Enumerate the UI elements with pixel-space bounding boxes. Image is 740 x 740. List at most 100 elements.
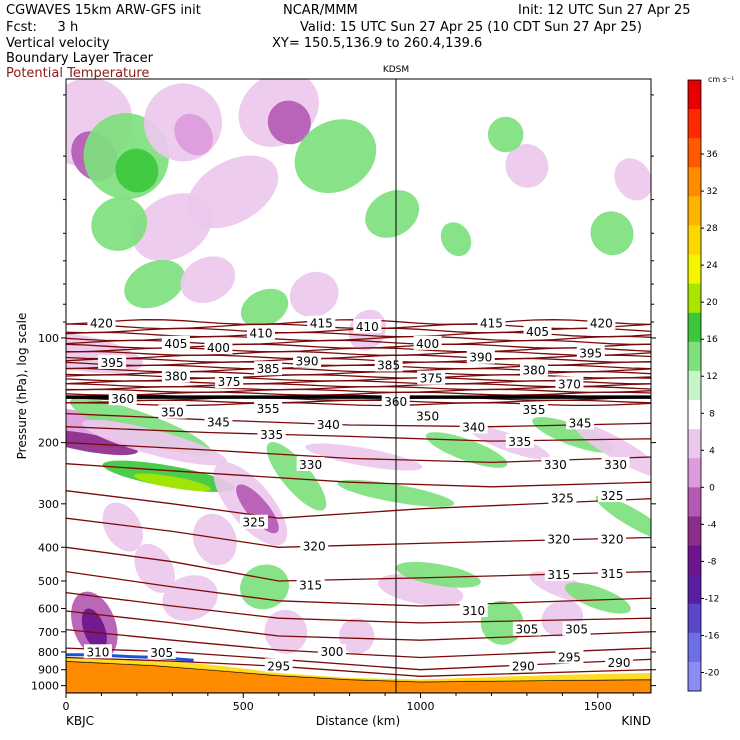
colorbar-swatch [688, 225, 701, 256]
theta-contour [66, 385, 651, 391]
w-contour-blob [236, 484, 279, 534]
colorbar-swatch [688, 661, 701, 692]
x-axis: 0 500 1000 1500 [63, 693, 634, 713]
colorbar: 36 32 28 24 20 16 12 8 4 0 -4 -8 -12 -16 -20 [687, 79, 720, 692]
theta-label-bg [257, 426, 286, 441]
theta-label-bg [98, 354, 127, 369]
w-contour-blob [487, 116, 524, 153]
theta-label: 350 [161, 406, 184, 420]
w-contour-blob [365, 190, 420, 238]
colorbar-label: 12 [706, 372, 717, 382]
theta-label: 390 [469, 351, 492, 365]
theta-label-bg [459, 419, 488, 434]
colorbar-swatch [688, 429, 701, 459]
header-org: NCAR/MMM [283, 3, 358, 18]
theta-label: 345 [207, 415, 230, 429]
theta-label: 375 [218, 375, 241, 389]
theta-label: 360 [111, 392, 134, 406]
w-contour-blob [289, 271, 339, 318]
y-tick-label: 300 [38, 498, 59, 511]
theta-label-bg [254, 400, 283, 415]
theta-label: 355 [257, 402, 280, 416]
theta-label-bg [417, 370, 446, 385]
theta-contour [66, 591, 651, 624]
theta-label: 295 [558, 650, 581, 664]
colorbar-swatch [688, 283, 701, 314]
w-contour-blob [174, 113, 213, 156]
theta-label-bg [296, 577, 325, 592]
w-contour-blob [305, 443, 423, 471]
colorbar-swatch [688, 458, 701, 488]
theta-label: 385 [257, 362, 280, 376]
theta-label-bg [512, 621, 541, 636]
w-contour-blob [192, 513, 237, 566]
y-tick-label: 400 [38, 541, 59, 554]
theta-label-bg [520, 362, 548, 377]
kdsm-marker-label: KDSM [383, 65, 409, 75]
y-axis-label: Pressure (hPa), log scale [15, 313, 29, 460]
w-contour-blob [66, 430, 138, 456]
theta-label-bg [576, 345, 605, 360]
theta-label: 290 [512, 659, 535, 673]
theta-label: 355 [523, 403, 546, 417]
colorbar-label: 36 [706, 150, 718, 160]
theta-contour [66, 388, 651, 394]
theta-label: 420 [590, 317, 613, 331]
theta-contour [66, 628, 651, 659]
theta-contour [66, 347, 651, 353]
colorbar-frame [687, 79, 702, 692]
header-field-vertical-velocity: Vertical velocity [6, 36, 110, 51]
theta-label: 335 [260, 428, 283, 442]
theta-label: 340 [317, 418, 340, 432]
theta-label-bg [264, 658, 293, 673]
theta-contour [66, 364, 651, 370]
theta-label-bg [523, 323, 552, 338]
y-tick-label: 700 [38, 626, 59, 639]
theta-contour [66, 370, 651, 376]
theta-label: 400 [416, 337, 439, 351]
theta-label: 295 [267, 659, 290, 673]
header-model-name: CGWAVES 15km ARW-GFS init [6, 3, 201, 18]
theta-contour [66, 354, 651, 360]
w-contour-blob [240, 564, 290, 610]
theta-label-bg [587, 315, 616, 330]
theta-label-bg [161, 368, 190, 383]
w-contour-blob [91, 197, 148, 251]
theta-label: 395 [101, 356, 124, 370]
plot-frame [65, 78, 652, 694]
theta-label-bg [544, 566, 573, 581]
theta-label-bg [544, 531, 573, 546]
theta-contour [66, 402, 651, 407]
theta-label: 395 [579, 347, 602, 361]
y-tick-label: 800 [38, 646, 59, 659]
theta-label: 415 [310, 317, 333, 331]
theta-contour [66, 517, 651, 548]
theta-label-bg [505, 433, 534, 448]
y-tick-label: 600 [38, 602, 59, 615]
y-tick-label: 1000 [31, 680, 59, 693]
theta-label: 390 [296, 355, 319, 369]
endpoint-right-label: KIND [621, 714, 651, 728]
colorbar-swatch [688, 109, 701, 139]
w-contour-blob [574, 422, 651, 478]
w-contour-blob [614, 158, 651, 201]
theta-label: 290 [608, 656, 631, 670]
w-contour-blob [124, 259, 186, 309]
w-contour-blob [102, 502, 143, 552]
theta-label: 325 [551, 492, 574, 506]
colorbar-label: 20 [706, 298, 718, 308]
colorbar-swatch [688, 370, 701, 401]
theta-label: 320 [303, 540, 326, 554]
theta-contour [66, 350, 651, 356]
w-contour-blob [595, 495, 651, 542]
w-contour-blob [505, 143, 549, 188]
theta-label-bg [307, 315, 336, 330]
theta-label: 350 [416, 409, 439, 423]
w-contour-blob [267, 100, 311, 145]
theta-label-bg [353, 318, 382, 333]
colorbar-swatch [688, 545, 701, 576]
colorbar-label: 0 [709, 483, 715, 493]
colorbar-label: -16 [705, 631, 720, 641]
